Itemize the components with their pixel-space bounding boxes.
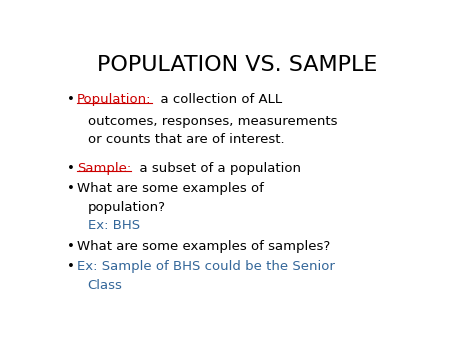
Text: or counts that are of interest.: or counts that are of interest.: [88, 133, 284, 146]
Text: •: •: [67, 183, 75, 195]
Text: Ex: Sample of BHS could be the Senior: Ex: Sample of BHS could be the Senior: [77, 261, 335, 273]
Text: •: •: [67, 261, 75, 273]
Text: Sample:: Sample:: [77, 162, 131, 175]
Text: •: •: [67, 93, 75, 105]
Text: Ex: BHS: Ex: BHS: [88, 219, 140, 232]
Text: outcomes, responses, measurements: outcomes, responses, measurements: [88, 115, 337, 128]
Text: •: •: [67, 162, 75, 175]
Text: What are some examples of samples?: What are some examples of samples?: [77, 240, 330, 253]
Text: Class: Class: [88, 279, 122, 292]
Text: What are some examples of: What are some examples of: [77, 183, 264, 195]
Text: POPULATION VS. SAMPLE: POPULATION VS. SAMPLE: [97, 55, 378, 75]
Text: Population:: Population:: [77, 93, 152, 105]
Text: a collection of ALL: a collection of ALL: [152, 93, 282, 105]
Text: •: •: [67, 240, 75, 253]
Text: population?: population?: [88, 201, 166, 214]
Text: a subset of a population: a subset of a population: [131, 162, 302, 175]
